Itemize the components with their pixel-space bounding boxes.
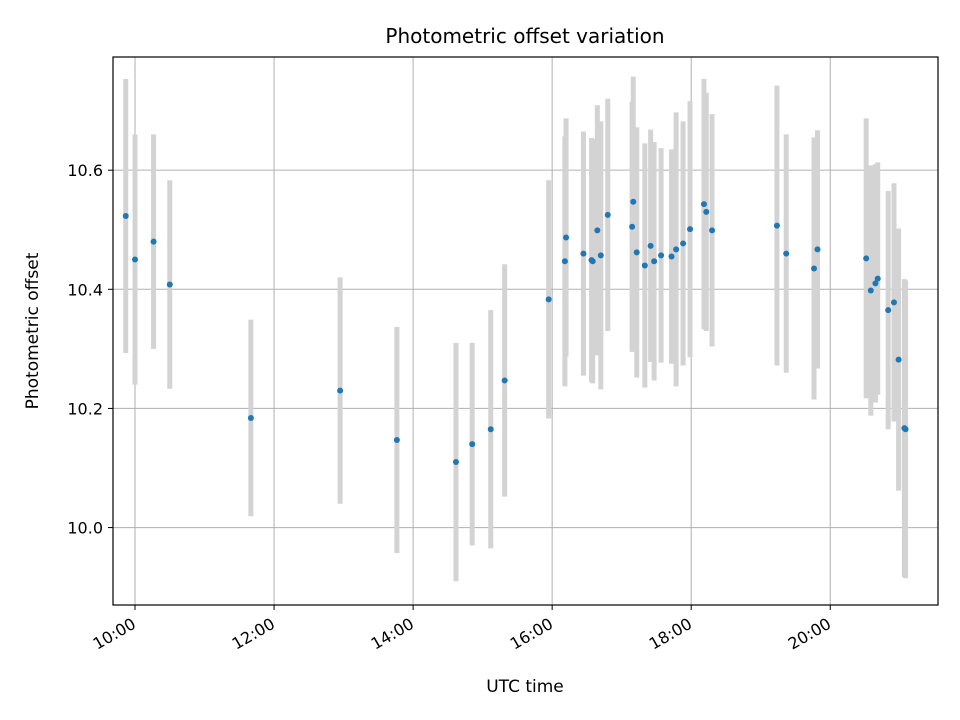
data-point — [501, 377, 508, 384]
data-point — [651, 258, 658, 265]
data-point — [393, 437, 400, 444]
data-point — [589, 258, 596, 265]
data-point — [811, 265, 818, 272]
y-tick-label: 10.4 — [67, 280, 103, 299]
data-point — [700, 201, 707, 208]
data-point — [150, 238, 157, 245]
data-point — [872, 280, 879, 287]
data-point — [629, 223, 636, 230]
data-point — [895, 356, 902, 363]
data-point — [580, 250, 587, 257]
data-point — [773, 222, 780, 229]
data-point — [668, 253, 675, 260]
data-point — [630, 198, 637, 205]
data-point — [709, 227, 716, 234]
data-point — [874, 275, 881, 282]
data-point — [890, 299, 897, 306]
data-point — [166, 281, 173, 288]
data-point — [814, 246, 821, 253]
y-tick-label: 10.0 — [67, 519, 103, 538]
data-point — [337, 387, 344, 394]
data-point — [132, 256, 139, 263]
data-point — [597, 252, 604, 259]
y-axis-label: Photometric offset — [23, 252, 43, 409]
data-point — [641, 262, 648, 269]
data-point — [545, 296, 552, 303]
x-axis-label: UTC time — [486, 677, 564, 697]
plot-frame — [112, 56, 939, 606]
data-point — [247, 414, 254, 421]
data-point — [647, 242, 654, 249]
data-point — [561, 258, 568, 265]
data-point — [867, 287, 874, 294]
y-tick-label: 10.2 — [67, 399, 103, 418]
data-point — [604, 211, 611, 218]
chart-title: Photometric offset variation — [385, 24, 664, 48]
data-point — [783, 250, 790, 257]
data-points — [122, 198, 909, 466]
data-point — [563, 234, 570, 241]
data-point — [594, 227, 601, 234]
data-point — [885, 307, 892, 314]
data-point — [673, 246, 680, 253]
data-point — [687, 226, 694, 233]
y-axis: 10.0 10.2 10.4 10.6 — [67, 161, 113, 538]
data-point — [487, 426, 494, 433]
data-point — [469, 441, 476, 448]
data-point — [680, 240, 687, 247]
data-point — [902, 426, 909, 433]
data-point — [703, 208, 710, 215]
data-point — [658, 252, 665, 259]
data-point — [633, 249, 640, 256]
data-point — [863, 255, 870, 262]
data-point — [452, 459, 459, 466]
data-point — [122, 213, 129, 220]
y-tick-label: 10.6 — [67, 161, 103, 180]
